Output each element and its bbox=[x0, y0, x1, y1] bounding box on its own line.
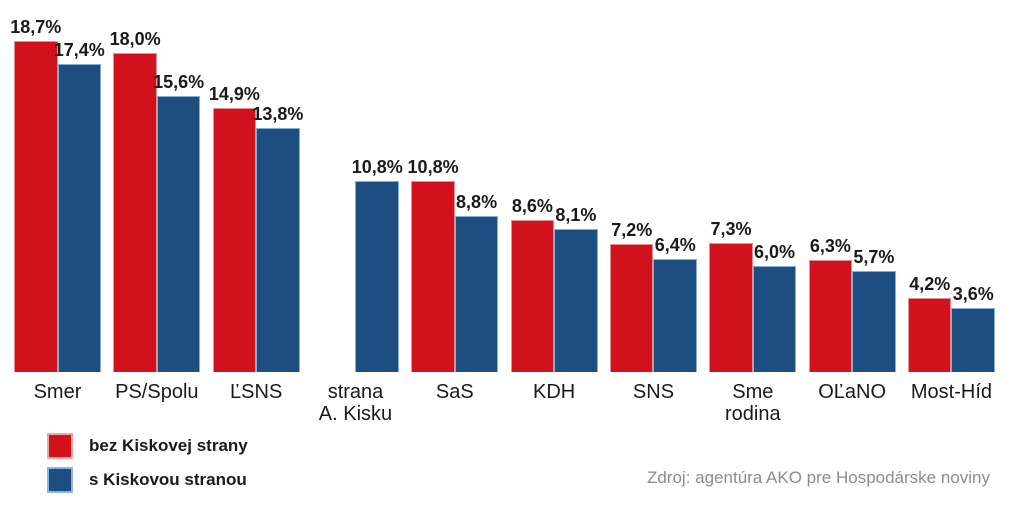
bar-slot: 7,3% bbox=[709, 0, 753, 372]
bar-slot: 15,6% bbox=[153, 0, 204, 372]
bar-series-1 bbox=[752, 266, 797, 372]
category-label: ĽSNS bbox=[230, 381, 283, 403]
category-label: Sme rodina bbox=[724, 381, 781, 425]
value-label: 10,8% bbox=[407, 157, 459, 178]
value-label: 8,1% bbox=[555, 205, 597, 226]
bar-slot: 13,8% bbox=[252, 0, 303, 372]
bar-series-1 bbox=[454, 216, 499, 372]
bar-slot: 7,2% bbox=[609, 0, 654, 372]
value-label: 6,4% bbox=[654, 235, 696, 256]
bar-slot: 17,4% bbox=[54, 0, 105, 372]
value-label: 14,9% bbox=[208, 84, 260, 105]
bar-slot: 6,4% bbox=[653, 0, 697, 372]
value-label: 17,4% bbox=[53, 40, 105, 61]
value-label: 13,8% bbox=[252, 104, 304, 125]
bar-slot: 4,2% bbox=[907, 0, 952, 372]
bar-group: 4,2% 3,6% bbox=[907, 0, 995, 372]
source-note: Zdroj: agentúra AKO pre Hospodárske novi… bbox=[646, 468, 990, 487]
category-label: PS/Spolu bbox=[115, 381, 199, 403]
legend-item-bez-kiskovej: bez Kiskovej strany bbox=[47, 433, 248, 459]
bar-series-0 bbox=[808, 260, 853, 372]
value-label: 4,2% bbox=[909, 274, 951, 295]
bar-series-0 bbox=[113, 53, 157, 372]
bar-slot: 6,0% bbox=[752, 0, 797, 372]
bar-group: 14,9% 13,8% bbox=[209, 0, 303, 372]
category-axis: Smer PS/Spolu ĽSNS strana A. Kisku SaS KDH SNS… bbox=[14, 381, 995, 425]
bar-group: 18,7% 17,4% bbox=[10, 0, 105, 372]
bar-series-0 bbox=[709, 243, 753, 372]
bar-series-0 bbox=[609, 244, 654, 372]
bar-slot: 10,8% bbox=[408, 0, 459, 372]
bar-series-1 bbox=[951, 308, 995, 372]
category-label: Smer bbox=[33, 381, 82, 403]
bar-group: 8,6% 8,1% bbox=[510, 0, 598, 372]
bar-slot-empty bbox=[312, 0, 356, 372]
bar-series-1 bbox=[852, 271, 896, 372]
bar-series-0 bbox=[907, 298, 952, 372]
bar-group: 6,3% 5,7% bbox=[808, 0, 896, 372]
category-label: KDH bbox=[533, 381, 576, 403]
bar-slot: 10,8% bbox=[352, 0, 403, 372]
value-label: 8,6% bbox=[511, 196, 553, 217]
category-label: SNS bbox=[632, 381, 675, 403]
bar-series-0 bbox=[510, 220, 555, 372]
value-label: 6,0% bbox=[754, 242, 796, 263]
bar-series-1 bbox=[653, 259, 697, 372]
legend: bez Kiskovej strany s Kiskovou stranou bbox=[47, 433, 248, 493]
legend-label: bez Kiskovej strany bbox=[89, 436, 248, 455]
bar-series-0 bbox=[212, 108, 257, 372]
value-label: 15,6% bbox=[153, 72, 205, 93]
legend-swatch-blue bbox=[47, 467, 73, 493]
category-label: Most-Híd bbox=[910, 381, 993, 403]
bar-series-1 bbox=[156, 96, 201, 372]
bar-series-1 bbox=[554, 229, 598, 372]
legend-label: s Kiskovou stranou bbox=[89, 470, 247, 489]
bar-series-0 bbox=[14, 41, 58, 372]
bar-group: 10,8% bbox=[312, 0, 403, 372]
category-label: OĽaNO bbox=[818, 381, 887, 403]
value-label: 7,3% bbox=[710, 219, 752, 240]
value-label: 5,7% bbox=[853, 247, 895, 268]
value-label: 18,0% bbox=[109, 29, 161, 50]
category-label: strana A. Kisku bbox=[318, 381, 393, 425]
bar-slot: 5,7% bbox=[852, 0, 896, 372]
value-label: 18,7% bbox=[10, 17, 62, 38]
bar-group: 18,0% 15,6% bbox=[110, 0, 204, 372]
value-label: 8,8% bbox=[456, 192, 498, 213]
value-label: 3,6% bbox=[952, 284, 994, 305]
value-label: 7,2% bbox=[611, 220, 653, 241]
category-label: SaS bbox=[435, 381, 474, 403]
bar-slot: 18,7% bbox=[10, 0, 61, 372]
bar-slot: 6,3% bbox=[808, 0, 853, 372]
plot-area: 18,7% 17,4% 18,0% 15,6% 14,9% 13,8% 10,8% 10,8%… bbox=[10, 0, 995, 372]
bar-slot: 14,9% bbox=[209, 0, 260, 372]
value-label: 6,3% bbox=[809, 236, 851, 257]
bar-slot: 8,6% bbox=[510, 0, 555, 372]
bar-slot: 18,0% bbox=[110, 0, 161, 372]
bar-slot: 3,6% bbox=[951, 0, 995, 372]
bar-series-1 bbox=[256, 128, 300, 372]
bar-slot: 8,1% bbox=[554, 0, 598, 372]
bar-series-1 bbox=[355, 181, 399, 372]
bar-group: 10,8% 8,8% bbox=[408, 0, 499, 372]
bar-series-1 bbox=[57, 64, 101, 372]
bar-series-0 bbox=[411, 181, 455, 372]
value-label: 10,8% bbox=[351, 157, 403, 178]
bar-group: 7,2% 6,4% bbox=[609, 0, 697, 372]
legend-swatch-red bbox=[47, 433, 73, 459]
bar-group: 7,3% 6,0% bbox=[709, 0, 797, 372]
bar-slot: 8,8% bbox=[454, 0, 499, 372]
legend-item-s-kiskovou: s Kiskovou stranou bbox=[47, 467, 248, 493]
